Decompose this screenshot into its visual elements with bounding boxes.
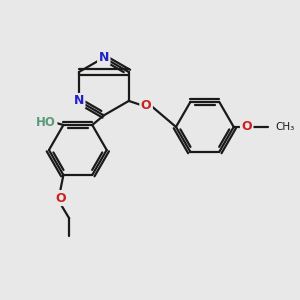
- Text: CH₃: CH₃: [276, 122, 295, 132]
- Text: N: N: [99, 51, 109, 64]
- Text: N: N: [74, 94, 84, 107]
- Text: O: O: [141, 99, 152, 112]
- Text: O: O: [55, 192, 66, 205]
- Text: HO: HO: [36, 116, 56, 129]
- Text: O: O: [242, 120, 252, 134]
